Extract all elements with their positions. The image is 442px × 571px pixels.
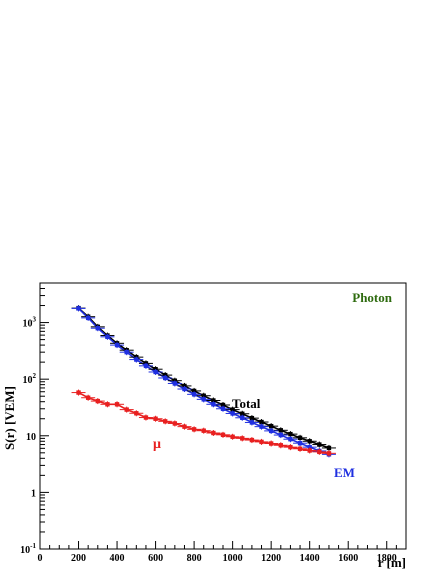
data-point-em <box>297 440 303 446</box>
data-point-mu <box>114 402 120 407</box>
data-point-total <box>201 393 206 398</box>
data-points <box>71 305 336 458</box>
data-point-mu <box>268 441 274 446</box>
data-point-total <box>317 442 322 447</box>
fit-curve-total <box>77 307 330 449</box>
data-point-em <box>85 315 91 321</box>
data-point-mu <box>85 395 91 400</box>
series-label-mu: μ <box>153 437 161 452</box>
data-point-em <box>124 349 129 355</box>
data-point-mu <box>307 448 312 453</box>
x-tick-label: 1000 <box>223 553 243 564</box>
data-point-total <box>326 445 332 451</box>
data-point-mu <box>249 437 255 443</box>
data-point-em <box>143 363 149 369</box>
data-point-mu <box>240 436 245 441</box>
data-point-em <box>201 397 206 402</box>
x-tick-label: 1400 <box>300 553 320 564</box>
x-tick-label: 800 <box>187 553 202 564</box>
x-tick-label: 400 <box>110 553 125 564</box>
series-label-total: Total <box>232 396 261 411</box>
data-point-em <box>134 357 139 362</box>
data-point-total <box>211 398 216 403</box>
y-tick-label: 10 <box>26 432 36 443</box>
data-point-mu <box>278 443 283 448</box>
data-point-mu <box>172 421 178 426</box>
x-tick-label: 0 <box>38 553 43 564</box>
data-point-total <box>240 411 245 416</box>
data-point-mu <box>317 449 322 455</box>
data-point-total <box>230 407 235 412</box>
data-point-total <box>307 439 312 444</box>
labels: Photon r [m] S(r) [VEM] Total EM μ <box>2 290 406 570</box>
data-point-total <box>278 428 283 433</box>
data-point-em <box>163 375 168 381</box>
data-point-mu <box>191 427 197 432</box>
data-point-mu <box>201 428 206 433</box>
y-tick-label: 1 <box>31 488 36 499</box>
data-point-mu <box>297 446 303 451</box>
data-point-em <box>211 402 216 407</box>
data-point-mu <box>220 432 226 438</box>
y-tick-label: 10-1 <box>20 542 36 556</box>
y-axis-ticks: 10-1 1 10 102 103 <box>20 282 49 556</box>
data-point-mu <box>326 451 332 456</box>
data-point-mu <box>124 407 129 412</box>
x-tick-label: 1800 <box>377 553 397 564</box>
data-point-mu <box>211 430 216 436</box>
data-point-mu <box>163 419 168 424</box>
x-axis-ticks: 0 200 400 600 800 1000 1200 1400 1600 1800 <box>38 541 397 564</box>
data-point-mu <box>134 411 139 416</box>
data-point-mu <box>230 434 235 439</box>
data-point-total <box>259 419 264 425</box>
data-point-em <box>268 428 274 434</box>
data-point-total <box>297 435 303 441</box>
x-tick-label: 1600 <box>338 553 358 564</box>
data-point-total <box>191 388 197 394</box>
series-label-em: EM <box>334 465 355 480</box>
data-point-em <box>278 432 283 438</box>
data-point-em <box>249 420 255 425</box>
data-point-em <box>230 411 235 416</box>
data-point-total <box>182 383 187 389</box>
y-tick-label: 103 <box>23 316 37 330</box>
y-axis-label: S(r) [VEM] <box>2 386 17 450</box>
data-point-mu <box>153 416 158 421</box>
data-point-total <box>220 402 226 408</box>
data-point-mu <box>76 390 81 395</box>
data-point-total <box>288 431 293 437</box>
data-point-em <box>105 334 110 340</box>
data-point-em <box>153 369 158 375</box>
data-point-mu <box>143 415 149 420</box>
x-tick-label: 200 <box>71 553 86 564</box>
y-tick-label: 102 <box>23 372 37 386</box>
data-point-mu <box>95 398 100 404</box>
data-point-total <box>268 423 274 429</box>
data-point-em <box>259 424 264 429</box>
data-point-em <box>172 381 178 386</box>
data-point-em <box>114 342 120 348</box>
data-point-mu <box>288 444 293 450</box>
data-point-em <box>191 392 197 397</box>
data-point-em <box>76 306 81 311</box>
data-point-em <box>288 437 293 442</box>
data-point-em <box>307 444 312 450</box>
x-tick-label: 1200 <box>261 553 281 564</box>
x-axis-label: r [m] <box>378 555 406 570</box>
chart-title: Photon <box>352 290 393 305</box>
data-point-em <box>95 326 100 331</box>
data-point-mu <box>105 402 110 407</box>
data-point-total <box>249 415 255 421</box>
data-point-em <box>240 415 245 420</box>
data-point-mu <box>259 439 264 445</box>
data-point-em <box>182 386 187 392</box>
data-point-em <box>220 406 226 411</box>
data-point-mu <box>182 424 187 429</box>
x-tick-label: 600 <box>148 553 163 564</box>
